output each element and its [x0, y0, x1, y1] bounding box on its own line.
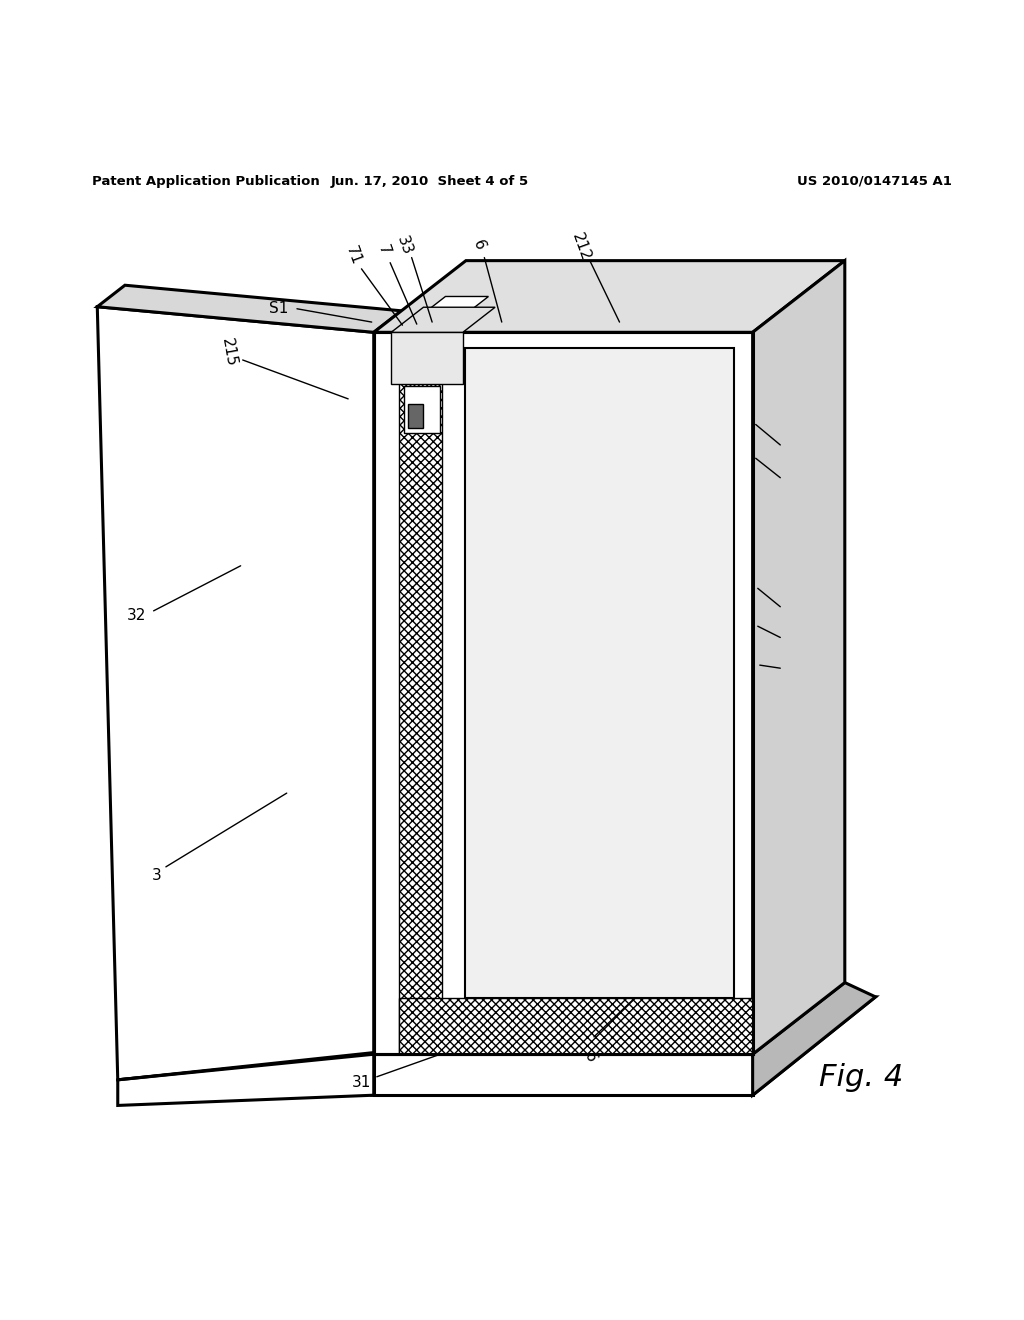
Polygon shape: [374, 997, 876, 1096]
Polygon shape: [465, 347, 734, 998]
Text: US 2010/0147145 A1: US 2010/0147145 A1: [798, 174, 952, 187]
Polygon shape: [97, 285, 401, 333]
Text: 32: 32: [127, 609, 145, 623]
Polygon shape: [391, 333, 463, 384]
Text: 22: 22: [777, 593, 796, 615]
Text: 7: 7: [376, 243, 392, 257]
Polygon shape: [404, 385, 440, 433]
Text: S1: S1: [269, 301, 288, 317]
Text: 31: 31: [352, 1076, 371, 1090]
Polygon shape: [399, 297, 488, 333]
Text: Jun. 17, 2010  Sheet 4 of 5: Jun. 17, 2010 Sheet 4 of 5: [331, 174, 529, 187]
Polygon shape: [118, 1055, 374, 1105]
Polygon shape: [399, 998, 753, 1055]
Text: 215: 215: [218, 338, 239, 368]
Text: 71: 71: [343, 244, 364, 267]
Text: Patent Application Publication: Patent Application Publication: [92, 174, 319, 187]
Text: 23: 23: [777, 655, 796, 676]
Text: 6: 6: [470, 238, 488, 252]
Text: 33: 33: [394, 234, 415, 257]
Polygon shape: [399, 333, 442, 1055]
Polygon shape: [97, 306, 374, 1080]
Polygon shape: [374, 333, 753, 1055]
Polygon shape: [408, 404, 423, 428]
Text: 212: 212: [568, 231, 593, 264]
Polygon shape: [374, 260, 845, 333]
Text: 216: 216: [574, 1034, 599, 1065]
Text: S2: S2: [581, 673, 599, 688]
Polygon shape: [374, 1055, 753, 1096]
Text: 5: 5: [778, 434, 795, 447]
Polygon shape: [753, 260, 845, 1055]
Text: 211: 211: [776, 458, 797, 490]
Polygon shape: [753, 982, 876, 1096]
Text: 3: 3: [152, 867, 162, 883]
Polygon shape: [391, 308, 496, 333]
Text: 217: 217: [776, 619, 797, 649]
Text: Fig. 4: Fig. 4: [819, 1064, 903, 1092]
